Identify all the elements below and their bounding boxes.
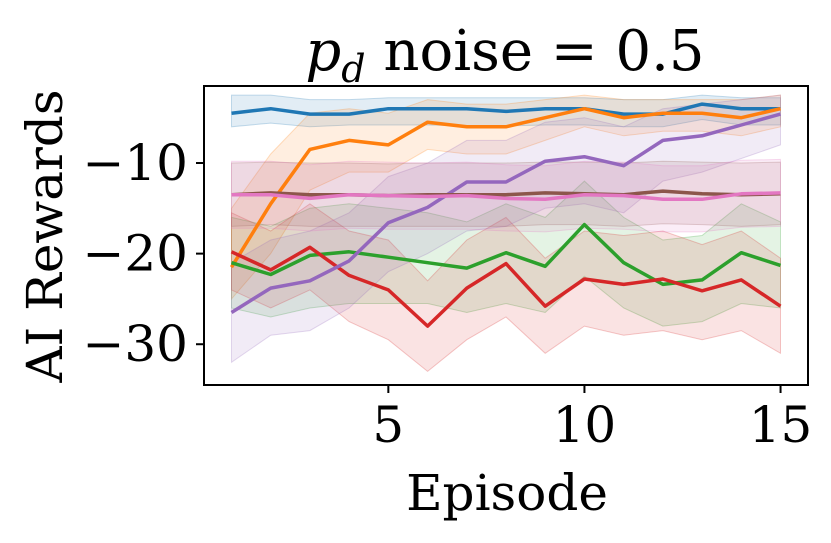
x-tick-label: 15 [749,396,813,454]
y-tick-label: −20 [82,225,188,283]
y-axis-label: AI Rewards [16,89,74,383]
chart-title-symbol: p [305,19,341,84]
x-tick-label: 5 [372,396,404,454]
series-lines [230,102,782,328]
series-pink-line [231,191,781,202]
y-tick-label: −10 [82,134,188,192]
y-tick-label: −30 [82,315,188,373]
series-red-line [230,245,782,328]
series-green-line [230,222,782,287]
plot-frame [203,85,809,386]
chart-title-subscript: d [341,47,365,91]
series-orange-band [231,94,781,301]
series-purple-line [230,112,781,314]
series-brown-line [231,189,781,198]
chart-title-text: noise = 0.5 [366,19,705,84]
chart-title: pd noise = 0.5 [305,19,704,91]
y-axis: −10 −20 −30 [82,134,204,373]
x-axis: 5 10 15 [372,385,812,454]
series-blue-line [231,102,781,116]
series-orange-line [230,106,781,269]
x-axis-label: Episode [406,464,608,522]
series-red-band [231,203,781,373]
series-purple-band [231,94,781,364]
x-tick-label: 10 [553,396,617,454]
